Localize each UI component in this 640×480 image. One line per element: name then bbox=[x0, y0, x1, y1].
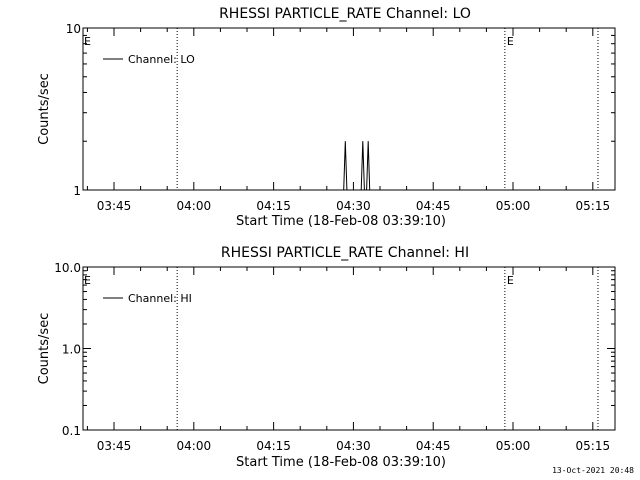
plot1-xtick-label: 03:45 bbox=[97, 199, 132, 213]
plot1-xlabel: Start Time (18-Feb-08 03:39:10) bbox=[236, 214, 446, 229]
plot1-xtick-label: 05:15 bbox=[576, 199, 611, 213]
plot2-xtick-label: 04:15 bbox=[256, 439, 291, 453]
footer-timestamp: 13-Oct-2021 20:48 bbox=[552, 466, 634, 475]
plot1-legend-label: Channel: LO bbox=[128, 53, 195, 66]
plot1-ytick-label: 1 bbox=[73, 184, 81, 198]
plot2-ytick-label: 0.1 bbox=[62, 424, 81, 438]
plot1-xtick-label: 05:00 bbox=[496, 199, 531, 213]
plot1-xtick-label: 04:15 bbox=[256, 199, 291, 213]
plot1-ylabel: Counts/sec bbox=[37, 73, 52, 145]
plot2-xtick-label: 03:45 bbox=[97, 439, 132, 453]
plot2-xlabel: Start Time (18-Feb-08 03:39:10) bbox=[236, 455, 446, 470]
plot2-ytick-label: 10.0 bbox=[54, 261, 81, 275]
plot2-title: RHESSI PARTICLE_RATE Channel: HI bbox=[221, 245, 469, 261]
plot2-legend-label: Channel: HI bbox=[128, 292, 192, 305]
plot1-series-line bbox=[343, 141, 371, 191]
plot1-title: RHESSI PARTICLE_RATE Channel: LO bbox=[219, 6, 471, 22]
plot1-xtick-label: 04:45 bbox=[416, 199, 451, 213]
plot2-xtick-label: 05:00 bbox=[496, 439, 531, 453]
plot1-event-marker: E bbox=[507, 35, 514, 48]
plot2-xtick-label: 04:45 bbox=[416, 439, 451, 453]
plot1-xtick-label: 04:00 bbox=[177, 199, 212, 213]
plot2-xtick-label: 04:30 bbox=[336, 439, 371, 453]
plot1-xtick-label: 04:30 bbox=[336, 199, 371, 213]
plot1-ytick-label: 10 bbox=[66, 22, 81, 36]
plot2-edge-marker: E bbox=[84, 274, 91, 287]
plot2-xtick-label: 04:00 bbox=[177, 439, 212, 453]
plot1-edge-marker: E bbox=[84, 35, 91, 48]
plot2-ytick-label: 1.0 bbox=[62, 343, 81, 357]
plot2-xtick-label: 05:15 bbox=[576, 439, 611, 453]
plot2-ylabel: Counts/sec bbox=[37, 313, 52, 385]
plot2-event-marker: E bbox=[507, 274, 514, 287]
